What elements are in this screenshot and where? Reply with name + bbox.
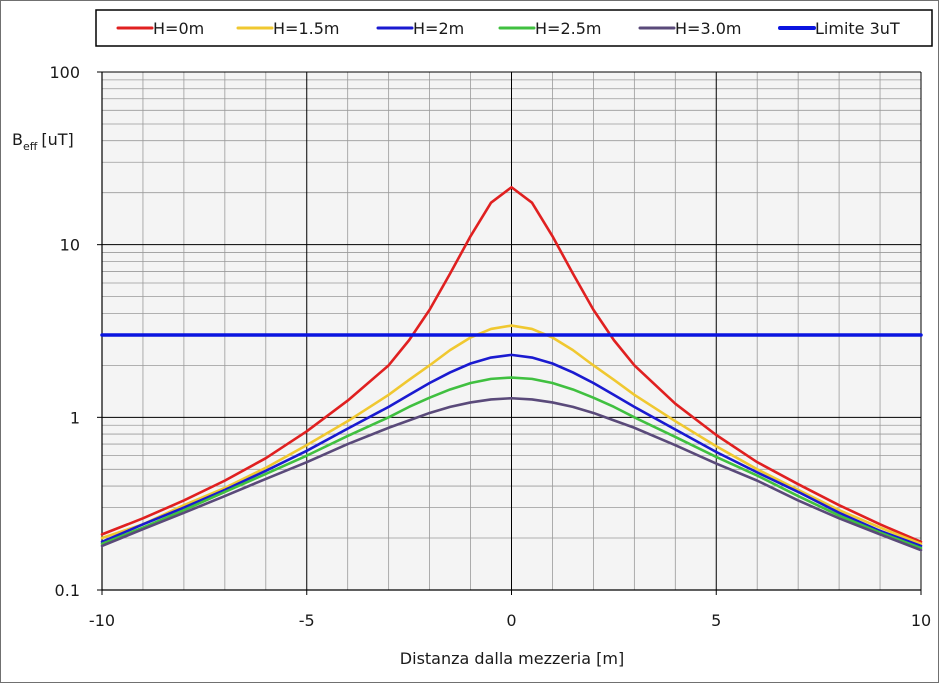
y-axis-title: Beff [uT] xyxy=(12,130,74,153)
y-tick-label: 1 xyxy=(70,408,80,427)
x-tick-label: 10 xyxy=(911,611,931,630)
series-h-1-5m xyxy=(100,324,923,546)
y-axis-title-subscript: eff xyxy=(23,140,38,153)
y-tick-label: 100 xyxy=(49,63,80,82)
series-h-2-5m xyxy=(100,376,923,550)
series-line xyxy=(100,353,923,548)
y-tick-label: 0.1 xyxy=(55,581,80,600)
series-line xyxy=(100,396,923,552)
series-line xyxy=(100,185,923,544)
x-tick-label: -5 xyxy=(299,611,315,630)
legend-label: Limite 3uT xyxy=(815,19,900,38)
series-h-3-0m xyxy=(100,396,923,552)
series-h-2m xyxy=(100,353,923,548)
legend-label: H=1.5m xyxy=(273,19,339,38)
x-axis-title: Distanza dalla mezzeria [m] xyxy=(400,649,624,668)
legend-label: H=2.5m xyxy=(535,19,601,38)
y-axis-title-main: B xyxy=(12,130,23,149)
y-tick-label: 10 xyxy=(60,236,80,255)
y-axis-title-unit: [uT] xyxy=(41,130,73,149)
legend-label: H=3.0m xyxy=(675,19,741,38)
x-tick-label: 5 xyxy=(711,611,721,630)
legend-label: H=0m xyxy=(153,19,204,38)
series-h-0m xyxy=(100,185,923,544)
series-line xyxy=(100,376,923,550)
series-line xyxy=(100,324,923,546)
legend: H=0m H=1.5m H=2m H=2.5m H=3.0m Limite 3uT xyxy=(95,9,933,47)
x-tick-label: 0 xyxy=(506,611,516,630)
legend-label: H=2m xyxy=(413,19,464,38)
x-tick-label: -10 xyxy=(89,611,115,630)
